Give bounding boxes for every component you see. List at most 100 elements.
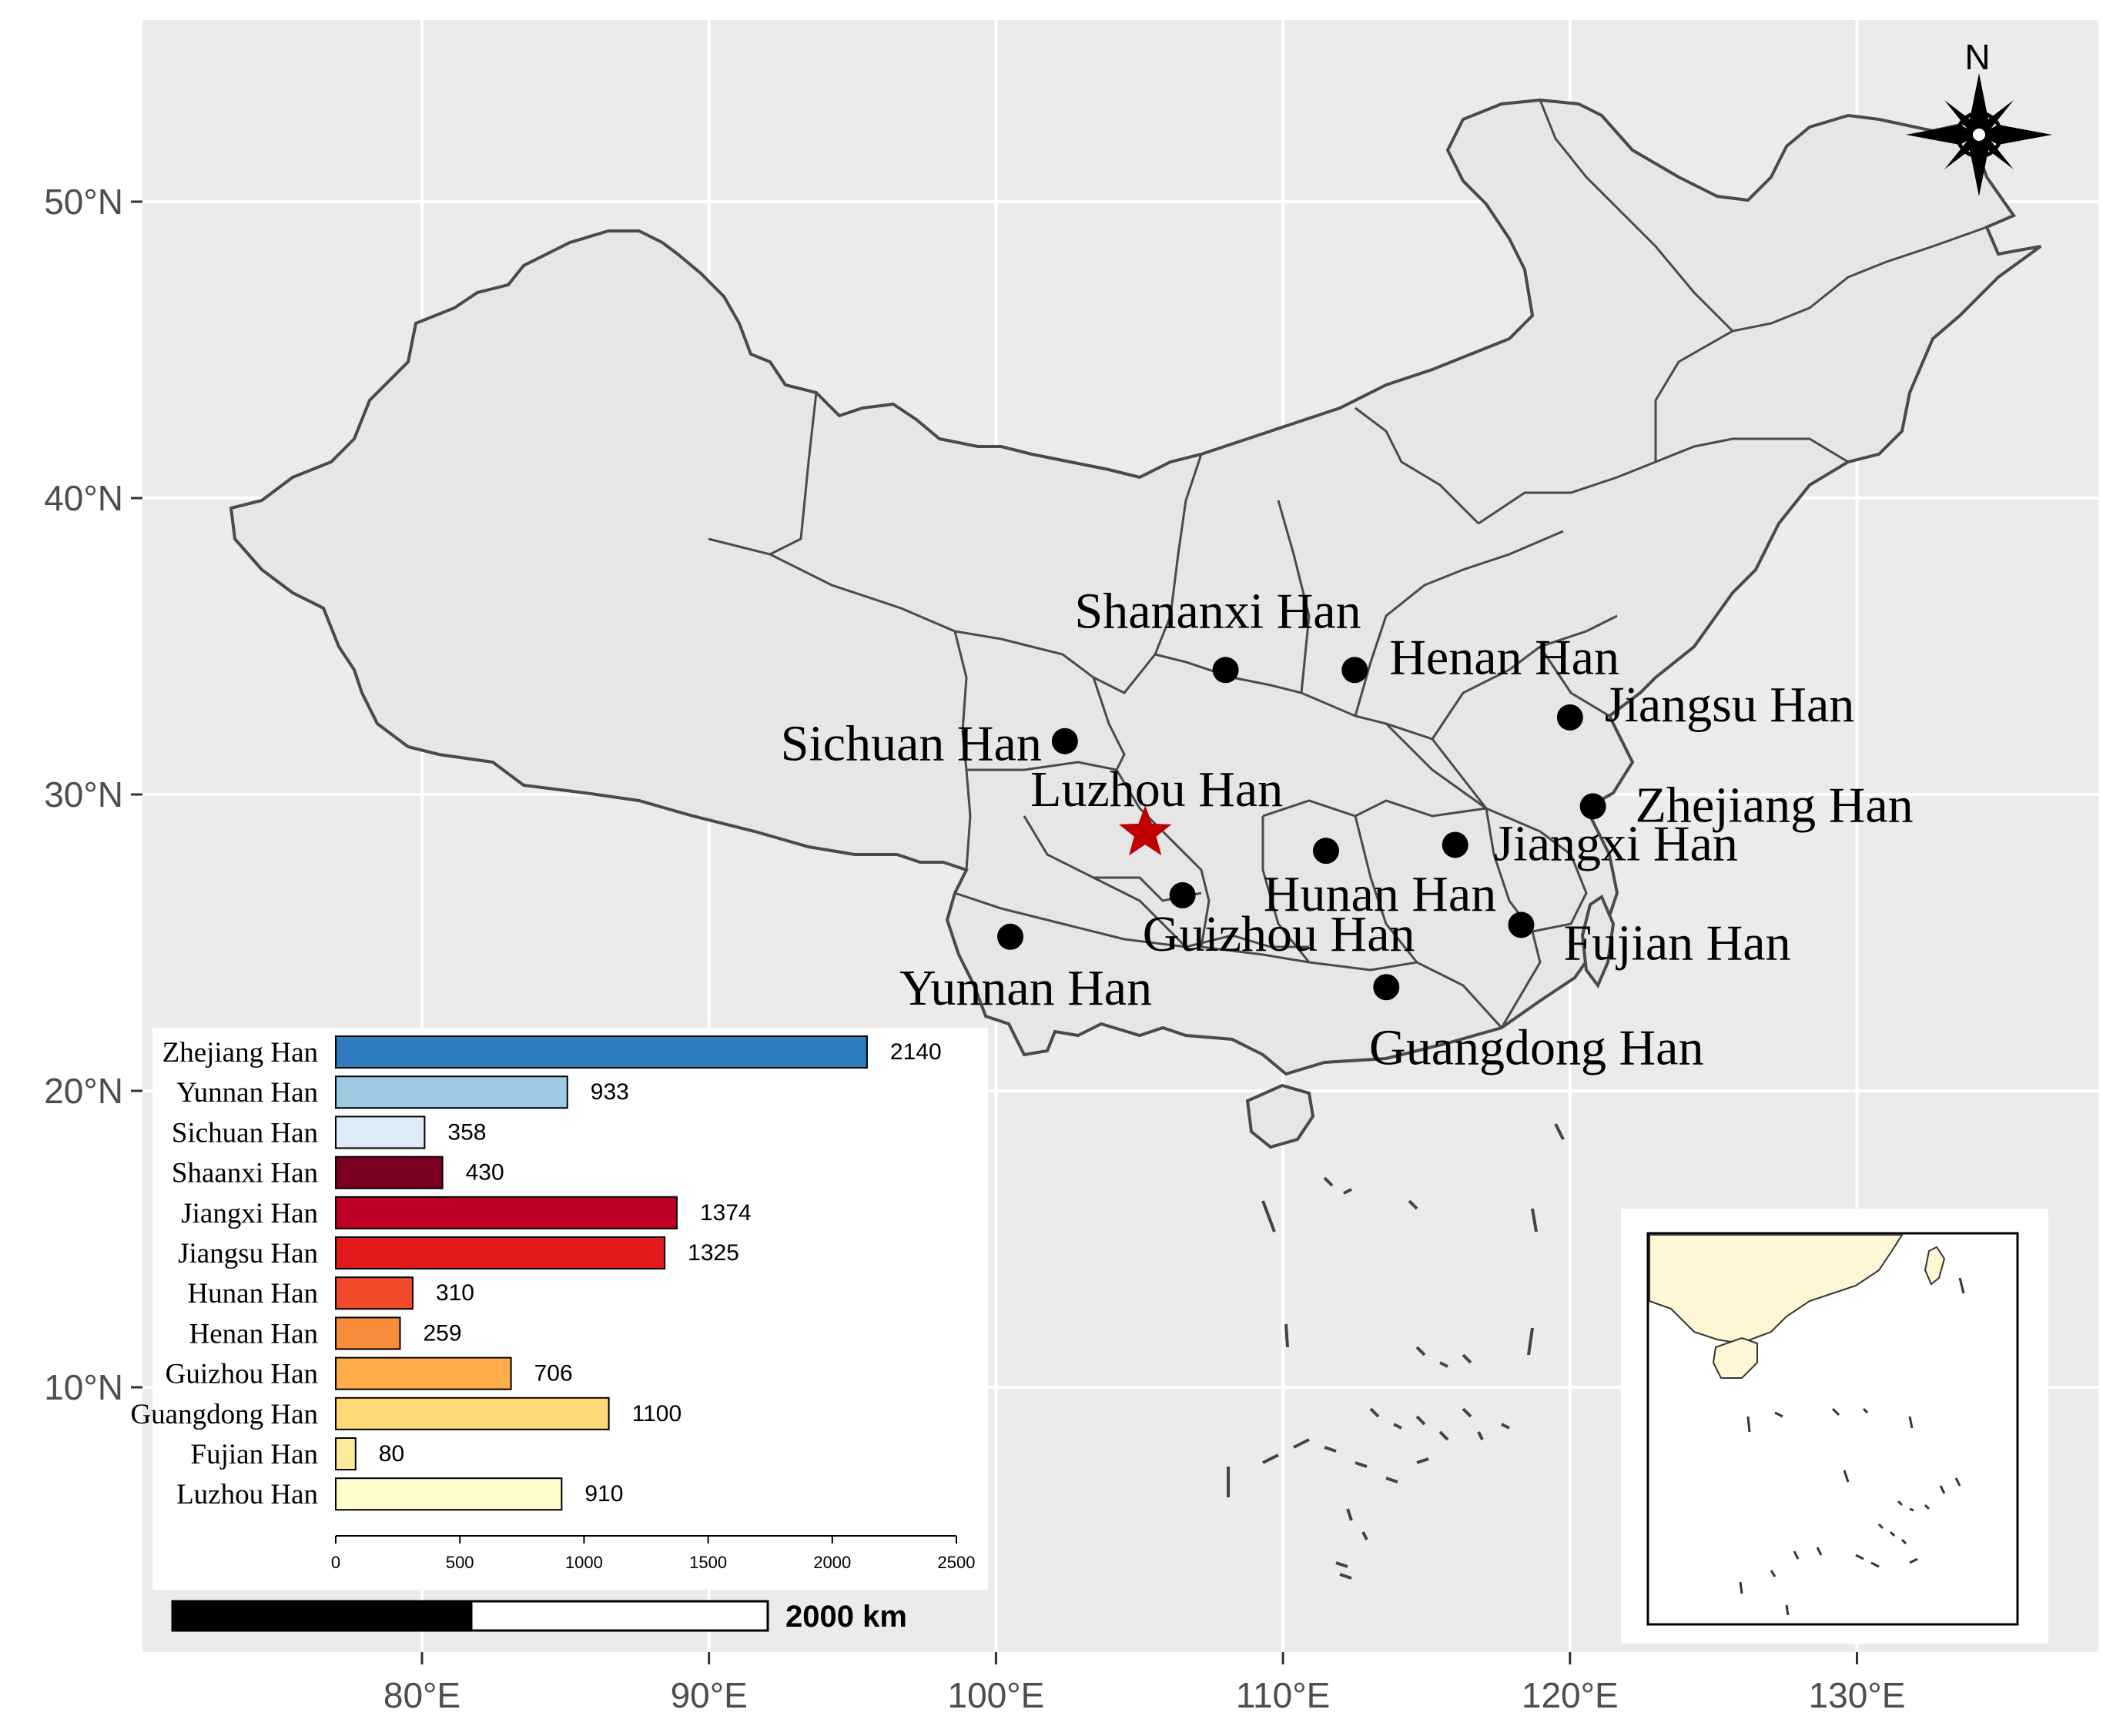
y-tick-label: 20°N [44, 1071, 123, 1111]
bar-category-label: Yunnan Han [176, 1077, 318, 1109]
bar-chart-background [152, 1028, 988, 1590]
y-tick-label: 50°N [44, 182, 123, 222]
province-border [1354, 530, 1564, 717]
site-label: Henan Han [1389, 629, 1619, 685]
bar [335, 1437, 357, 1470]
province-border [1154, 453, 1203, 655]
study-site-marker: Luzhou Han [1030, 761, 1283, 856]
bar [335, 1356, 512, 1390]
bar-value-label: 259 [424, 1320, 462, 1346]
province-borders [708, 99, 1987, 1029]
province-border [1478, 437, 1849, 525]
x-tick-label: 110°E [1236, 1675, 1330, 1715]
bar-tick-label: 0 [331, 1553, 340, 1572]
luzhou-star-icon [1119, 805, 1172, 856]
site-label: Guangdong Han [1369, 1019, 1703, 1075]
province-border [1355, 406, 1480, 525]
site-dot [1373, 974, 1400, 1001]
hainan-island [1245, 1083, 1315, 1149]
bar-tick-label: 2500 [938, 1553, 976, 1572]
x-tick-label: 100°E [947, 1675, 1044, 1715]
bar-value-label: 706 [534, 1361, 573, 1386]
site-label: Sichuan Han [781, 716, 1042, 772]
bar-category-label: Jiangxi Han [181, 1198, 318, 1229]
inset-islands [1739, 1277, 1965, 1616]
scale-bar: 2000 km [171, 1600, 907, 1634]
province-border [769, 392, 818, 556]
bar-tick-label: 500 [446, 1553, 474, 1572]
province-border [966, 761, 1117, 771]
bar [335, 1075, 568, 1109]
province-border [708, 537, 1002, 641]
bar-category-label: Guangdong Han [130, 1399, 318, 1430]
province-border [1539, 99, 1734, 333]
bar [335, 1316, 401, 1350]
province-border [1431, 614, 1618, 740]
site-dot [1442, 831, 1468, 858]
site-dot [997, 923, 1024, 950]
province-border [1354, 815, 1418, 963]
bar [335, 1196, 678, 1229]
bar-value-label: 310 [436, 1280, 474, 1306]
site-dot [1051, 728, 1078, 754]
site-label: Fujian Han [1563, 915, 1790, 971]
province-border [1093, 876, 1187, 948]
scale-bar-white [470, 1600, 769, 1632]
site-label-luzhou: Luzhou Han [1030, 761, 1283, 818]
bar [335, 1035, 868, 1069]
longitude-axis: 80°E 90°E 100°E 110°E 120°E 130°E [383, 1652, 1906, 1715]
bar-category-label: Shaanxi Han [172, 1158, 318, 1189]
site-dot [1169, 881, 1196, 908]
north-label: N [1964, 37, 1990, 77]
bar-category-label: Hunan Han [187, 1278, 318, 1310]
site-label: Jiangsu Han [1605, 677, 1854, 733]
x-tick-label: 90°E [671, 1675, 748, 1715]
site-label: Zhejiang Han [1636, 777, 1914, 833]
bar-value-label: 933 [591, 1079, 629, 1105]
y-tick-label: 30°N [44, 774, 123, 814]
province-border [953, 631, 972, 871]
x-tick-label: 80°E [383, 1675, 460, 1715]
bar-category-label: Sichuan Han [172, 1117, 318, 1149]
bar-tick-label: 1500 [689, 1553, 727, 1572]
bar-tick-label: 2000 [813, 1553, 851, 1572]
province-border [1000, 637, 1126, 771]
site-label: Jiangxi Han [1494, 815, 1738, 871]
province-border [1385, 722, 1487, 810]
province-border [1532, 830, 1588, 933]
bar-category-label: Zhejiang Han [162, 1037, 318, 1069]
bar [335, 1477, 563, 1511]
inset-mainland [1649, 1234, 1904, 1345]
site-label: Yunnan Han [899, 960, 1152, 1016]
bar-category-label: Guizhou Han [166, 1359, 318, 1390]
china-outline [229, 98, 2042, 1076]
site-dot [1579, 793, 1606, 820]
bar-category-label: Luzhou Han [176, 1479, 318, 1510]
y-tick-label: 10°N [44, 1367, 123, 1407]
province-border [1539, 646, 1610, 717]
province-border [1023, 815, 1202, 902]
bar-value-label: 1325 [688, 1240, 739, 1266]
province-border [1654, 226, 1987, 462]
x-tick-label: 120°E [1522, 1675, 1619, 1715]
bar [335, 1396, 610, 1430]
x-tick-label: 130°E [1809, 1675, 1906, 1715]
bar [335, 1236, 666, 1269]
china-landmass [229, 98, 2042, 1149]
bar [335, 1116, 426, 1149]
bar-value-label: 430 [466, 1160, 504, 1186]
y-tick-label: 40°N [44, 478, 123, 518]
site-label: Shananxi Han [1075, 583, 1361, 639]
inset-taiwan [1924, 1246, 1946, 1286]
bar-value-label: 80 [379, 1441, 404, 1467]
latitude-axis: 50°N 40°N 30°N 20°N 10°N [44, 182, 142, 1407]
province-border [954, 891, 1309, 948]
scale-label: 2000 km [785, 1600, 907, 1634]
scale-bar-black [171, 1600, 473, 1632]
bar [335, 1156, 444, 1189]
south-china-sea-islands [1227, 1123, 1565, 1580]
taiwan-island [1580, 895, 1616, 988]
province-border [1093, 654, 1157, 694]
site-dot [1341, 657, 1368, 684]
